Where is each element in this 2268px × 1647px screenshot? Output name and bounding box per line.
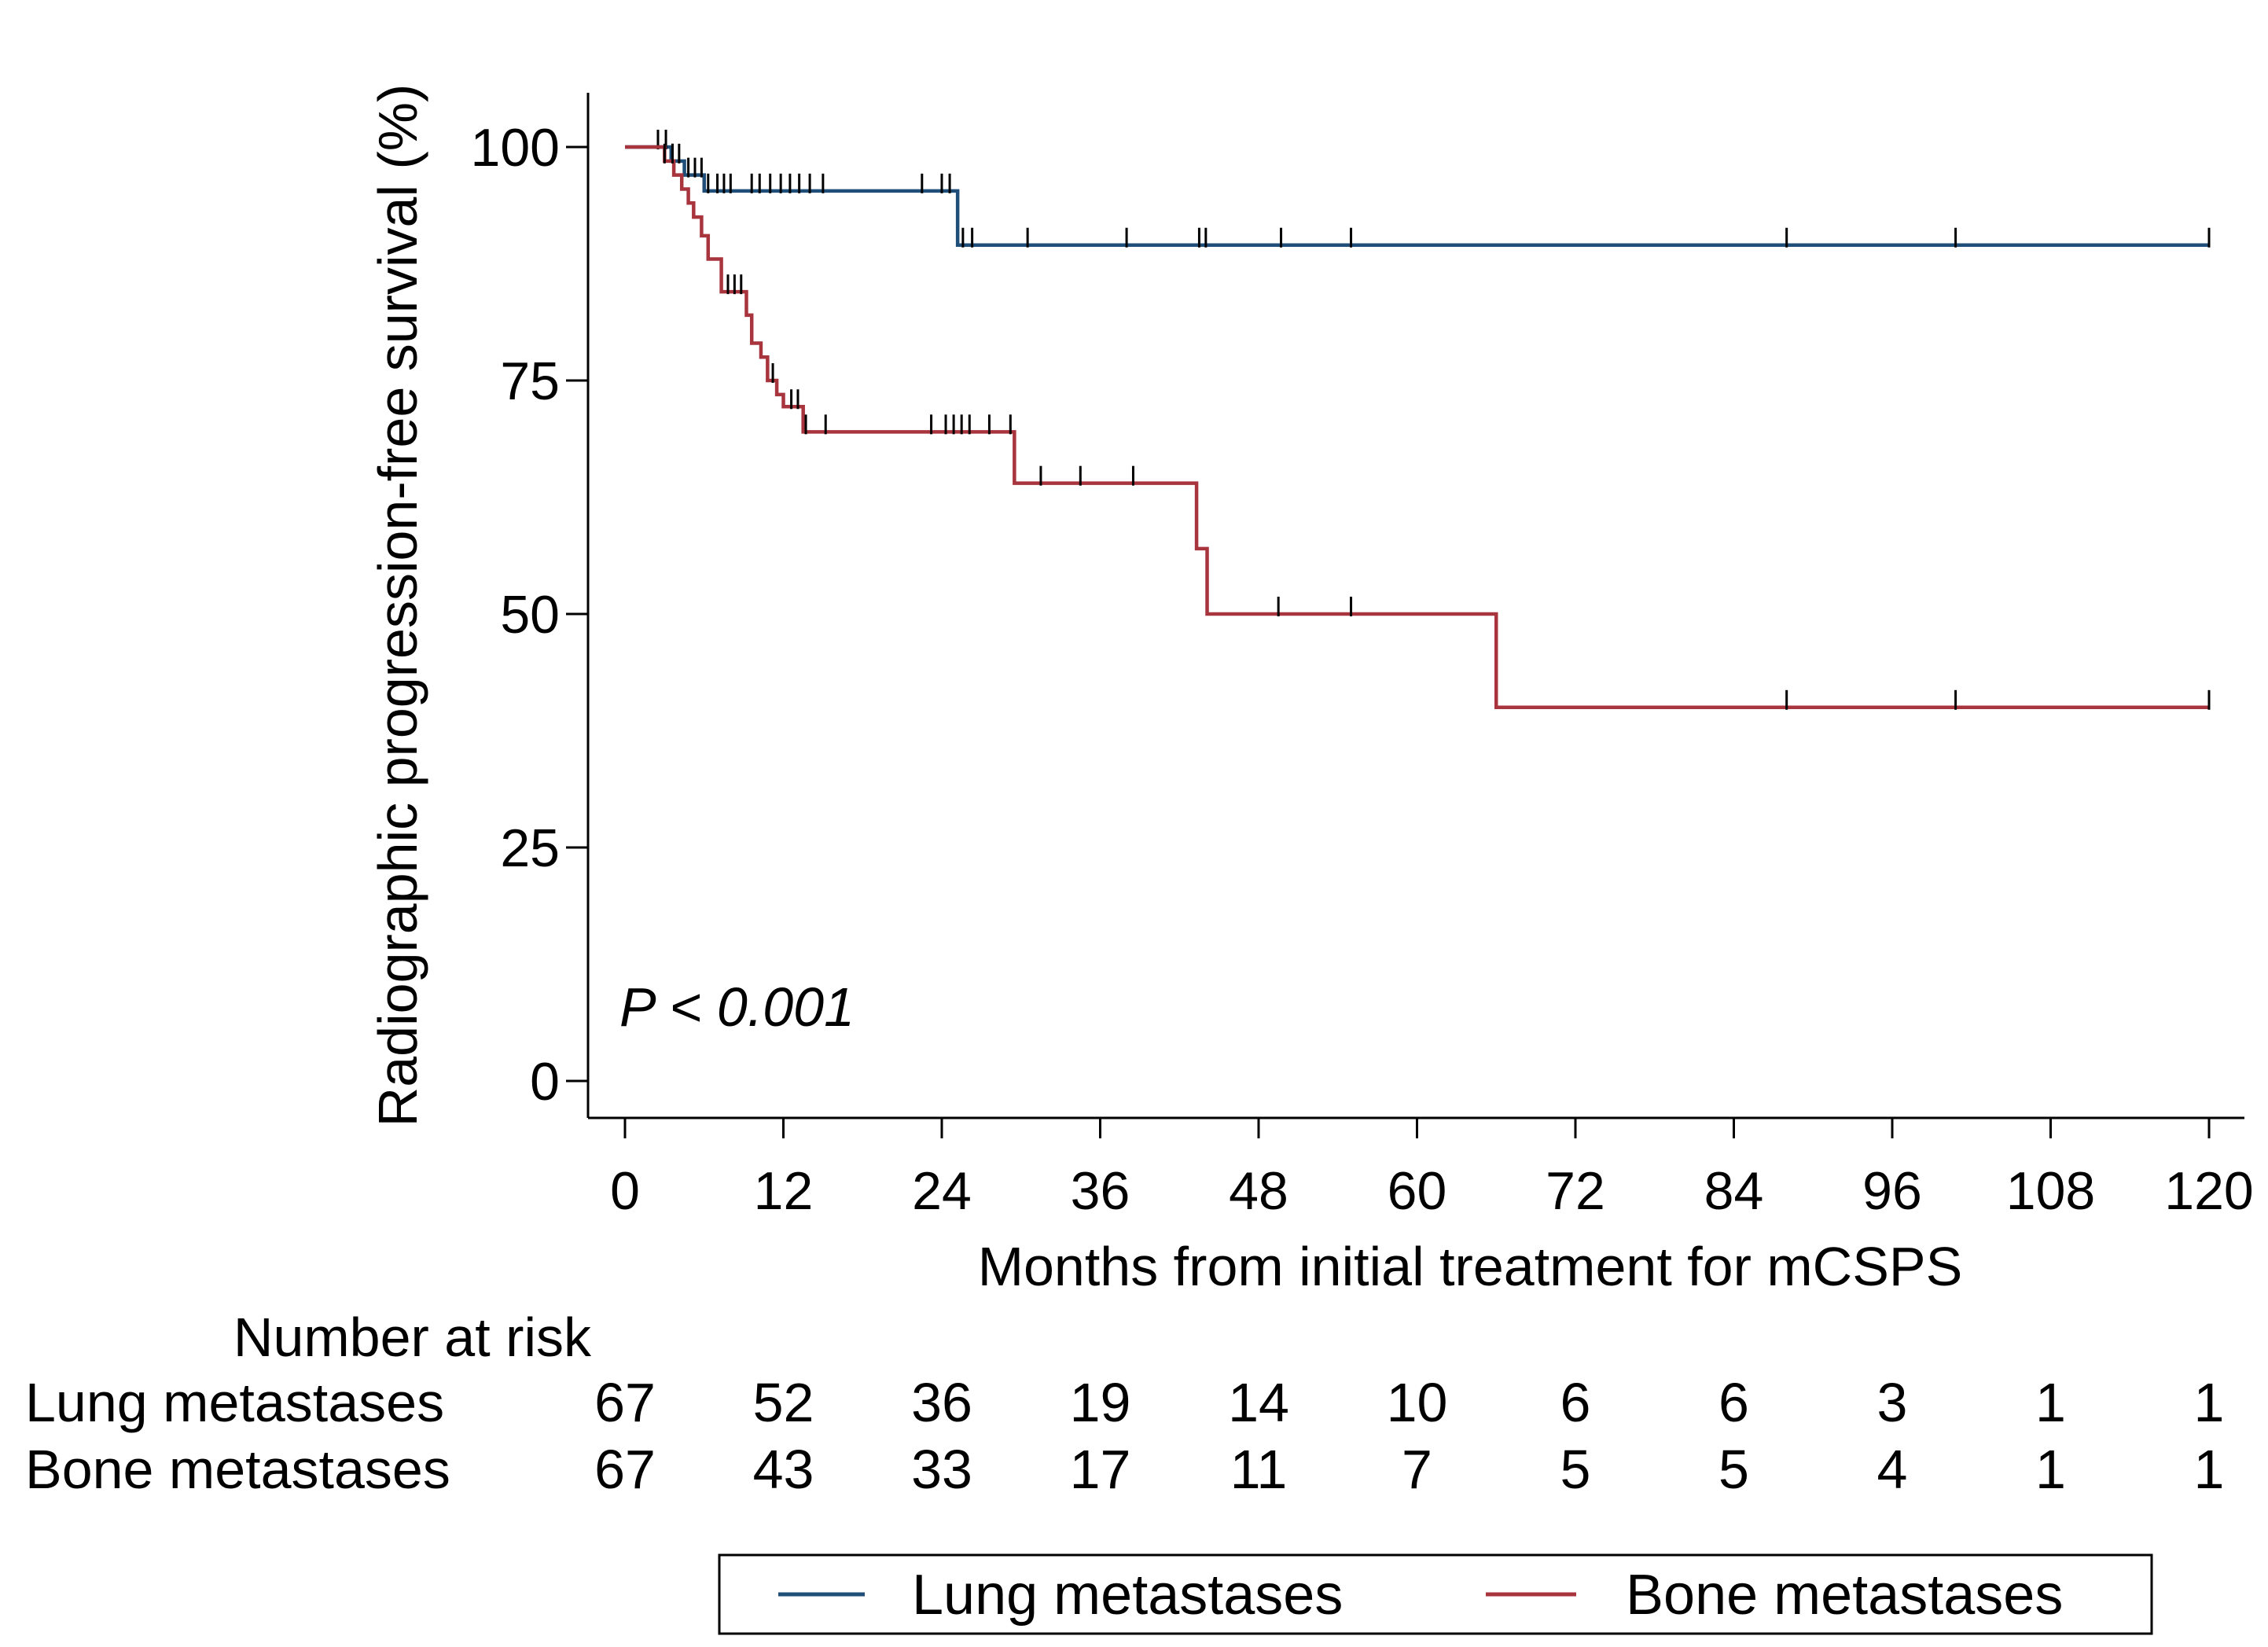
x-axis-title: Months from initial treatment for mCSPS <box>978 1236 1963 1297</box>
p-value-annotation: P < 0.001 <box>619 976 855 1038</box>
survival-curves <box>625 130 2211 710</box>
x-tick-label: 12 <box>754 1161 814 1221</box>
risk-count: 11 <box>1230 1439 1288 1500</box>
risk-table-title: Number at risk <box>233 1307 592 1368</box>
risk-count: 67 <box>594 1439 656 1500</box>
y-tick-label: 75 <box>500 351 560 411</box>
risk-count: 67 <box>594 1372 656 1433</box>
legend-items: Lung metastases Bone metastases <box>778 1564 2063 1627</box>
x-tick-label: 72 <box>1546 1161 1605 1221</box>
x-tick-label: 36 <box>1071 1161 1130 1221</box>
risk-row-label: Bone metastases <box>25 1439 450 1500</box>
legend-box <box>718 1553 2153 1635</box>
risk-count: 10 <box>1387 1372 1448 1433</box>
x-tick-label: 60 <box>1388 1161 1447 1221</box>
x-axis-ticks: 0 12 24 36 48 60 72 84 96 108 120 <box>610 1118 2254 1221</box>
y-tick-label: 50 <box>500 585 560 645</box>
x-tick-label: 48 <box>1229 1161 1288 1221</box>
risk-count: 19 <box>1070 1372 1131 1433</box>
x-tick-label: 24 <box>912 1161 972 1221</box>
risk-count: 14 <box>1228 1372 1289 1433</box>
risk-row-label: Lung metastases <box>25 1372 444 1433</box>
risk-count: 5 <box>1560 1439 1591 1500</box>
risk-table: Number at risk Lung metastases 67 52 36 19 14… <box>25 1307 2224 1500</box>
risk-count: 6 <box>1560 1372 1591 1433</box>
bone-metastases-curve <box>625 145 2209 710</box>
risk-count: 52 <box>753 1372 814 1433</box>
legend: Lung metastases Bone metastases <box>718 1553 2153 1635</box>
risk-count: 17 <box>1070 1439 1131 1500</box>
risk-count: 1 <box>2035 1372 2066 1433</box>
y-axis-ticks: 0 25 50 75 100 <box>471 118 588 1112</box>
y-tick-label: 0 <box>530 1052 560 1112</box>
y-axis-title: Radiographic progression-free survival (… <box>367 84 428 1127</box>
y-tick-label: 25 <box>500 818 560 878</box>
x-tick-label: 84 <box>1704 1161 1764 1221</box>
risk-count: 43 <box>753 1439 814 1500</box>
risk-count: 1 <box>2035 1439 2066 1500</box>
risk-count: 33 <box>911 1439 972 1500</box>
risk-count: 5 <box>1718 1439 1749 1500</box>
bone-metastases-legend-label: Bone metastases <box>1626 1564 2063 1627</box>
risk-count: 1 <box>2194 1372 2225 1433</box>
x-tick-label: 108 <box>2006 1161 2095 1221</box>
risk-count: 1 <box>2194 1439 2225 1500</box>
risk-count: 6 <box>1718 1372 1749 1433</box>
x-tick-label: 120 <box>2164 1161 2253 1221</box>
lung-metastases-legend-label: Lung metastases <box>912 1564 1343 1627</box>
x-tick-label: 96 <box>1862 1161 1922 1221</box>
risk-count: 36 <box>911 1372 972 1433</box>
x-tick-label: 0 <box>610 1161 640 1221</box>
risk-count: 4 <box>1877 1439 1908 1500</box>
risk-count: 7 <box>1402 1439 1432 1500</box>
lung-metastases-curve <box>625 145 2209 247</box>
risk-count: 3 <box>1877 1372 1908 1433</box>
y-tick-label: 100 <box>471 118 560 178</box>
